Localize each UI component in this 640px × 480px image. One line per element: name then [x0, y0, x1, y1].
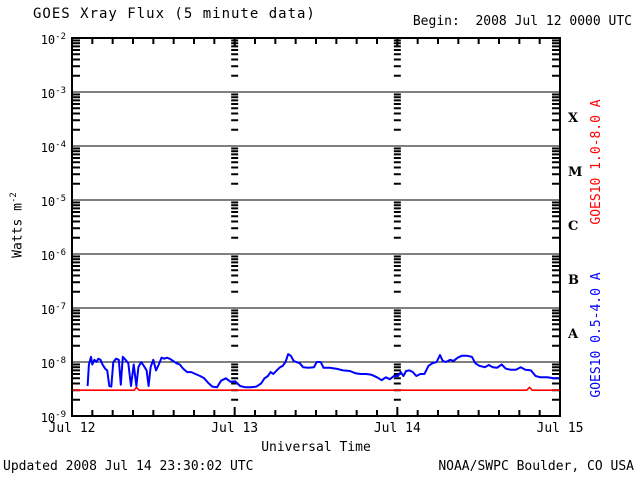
chart-title: GOES Xray Flux (5 minute data): [33, 6, 316, 22]
x-tick-label: Jul 15: [536, 421, 584, 436]
y-tick-label: 10-4: [40, 140, 66, 155]
flare-class-b: B: [568, 273, 579, 288]
org-credit: NOAA/SWPC Boulder, CO USA: [438, 459, 634, 474]
y-tick-label: 10-7: [40, 302, 66, 317]
begin-timestamp: Begin: 2008 Jul 12 0000 UTC: [412, 14, 632, 29]
flare-class-m: M: [568, 165, 583, 180]
series-long-channel: [72, 386, 560, 391]
x-tick-label: Jul 14: [373, 421, 421, 436]
y-tick-label: 10-6: [40, 248, 66, 263]
y-tick-label: 10-5: [40, 194, 66, 209]
y-tick-label: 10-3: [40, 86, 66, 101]
flare-class-a: A: [568, 327, 579, 342]
y-axis-label: Watts m-2: [9, 150, 25, 300]
x-tick-label: Jul 13: [211, 421, 259, 436]
y-axis-label-text: Watts m: [10, 203, 26, 258]
x-axis-label: Universal Time: [261, 440, 371, 455]
flare-class-x: X: [568, 111, 579, 126]
series-short-channel: [86, 353, 560, 389]
updated-timestamp: Updated 2008 Jul 14 23:30:02 UTC: [3, 459, 254, 474]
y-tick-label: 10-2: [40, 32, 66, 47]
y-axis-label-exponent: -2: [9, 192, 19, 204]
y-tick-label: 10-8: [40, 356, 66, 371]
x-tick-label: Jul 12: [48, 421, 96, 436]
y-tick-label: 10-9: [40, 410, 66, 425]
flare-class-c: C: [568, 219, 579, 234]
legend-goes10-short-channel: GOES10 0.5-4.0 A: [589, 272, 604, 398]
legend-goes10-long-channel: GOES10 1.0-8.0 A: [589, 99, 604, 225]
